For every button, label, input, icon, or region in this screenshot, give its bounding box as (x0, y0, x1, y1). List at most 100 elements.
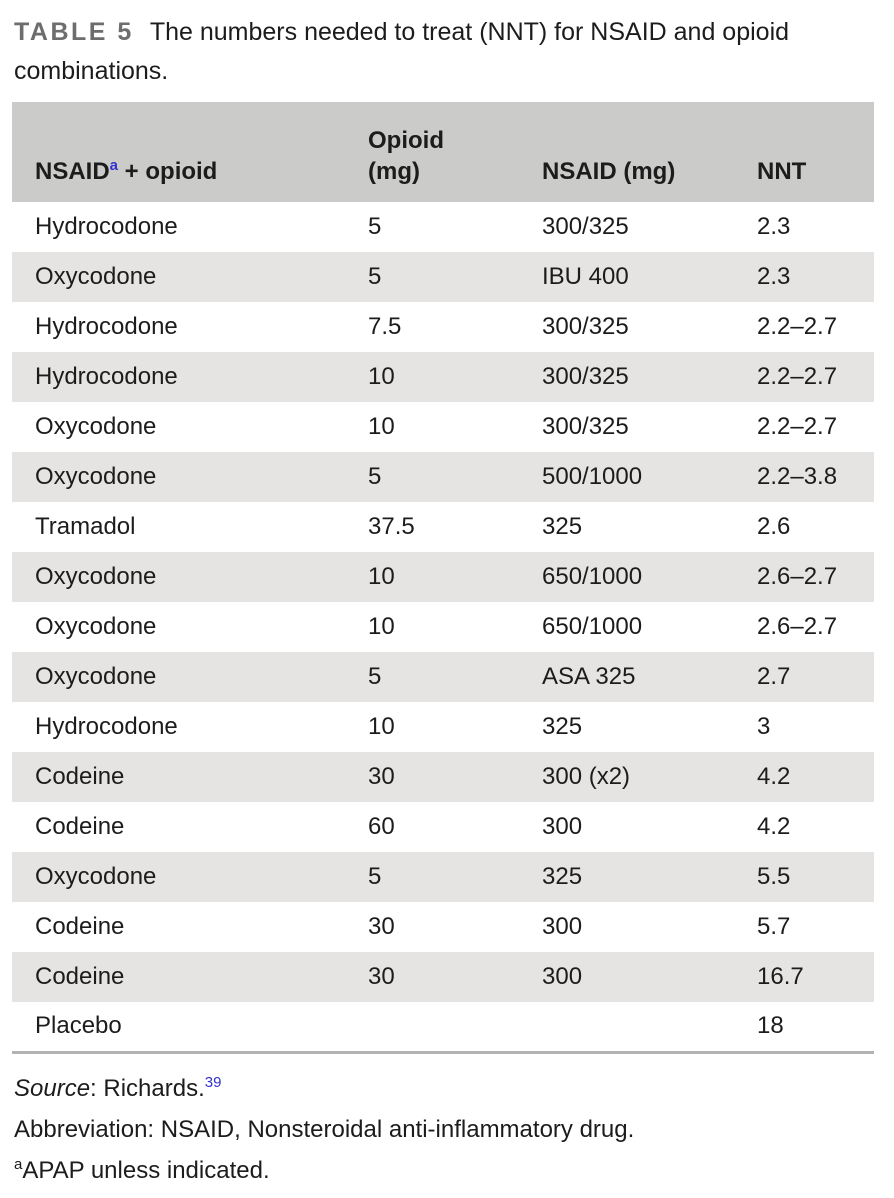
cell-drug: Tramadol (35, 513, 136, 540)
table-row: Oxycodone 5 IBU 400 2.3 (12, 252, 874, 302)
apap-footnote-marker: a (14, 1155, 23, 1173)
cell-nsaid-mg: 300/325 (542, 213, 629, 240)
cell-opioid-mg: 10 (368, 713, 395, 740)
header-row: NSAIDa + opioid Opioid (mg) NSAID (mg) NN… (12, 102, 874, 202)
cell-nsaid-mg: 300 (542, 913, 583, 940)
table-row: Codeine 60 300 4.2 (12, 802, 874, 852)
cell-opioid-mg: 10 (368, 413, 395, 440)
cell-nsaid-mg: 325 (542, 863, 583, 890)
table-row: Codeine 30 300 (x2) 4.2 (12, 752, 874, 802)
table-row: Oxycodone 10 650/1000 2.6–2.7 (12, 552, 874, 602)
cell-nnt: 2.6 (757, 513, 791, 540)
table-row: Codeine 30 300 16.7 (12, 952, 874, 1002)
cell-drug: Codeine (35, 763, 125, 790)
cell-opioid-mg: 10 (368, 613, 395, 640)
table-title: The numbers needed to treat (NNT) for NS… (14, 18, 790, 85)
col-header-nsaid-mg: NSAID (mg) (542, 158, 676, 185)
citation-ref-39[interactable]: 39 (204, 1073, 222, 1091)
cell-drug: Oxycodone (35, 463, 157, 490)
cell-opioid-mg: 5 (368, 863, 382, 890)
table-row: Placebo 18 (12, 1002, 874, 1052)
table-row: Codeine 30 300 5.7 (12, 902, 874, 952)
cell-nnt: 16.7 (757, 963, 804, 990)
cell-nnt: 2.3 (757, 263, 791, 290)
table-row: Hydrocodone 10 300/325 2.2–2.7 (12, 352, 874, 402)
cell-nsaid-mg: ASA 325 (542, 663, 636, 690)
cell-opioid-mg: 30 (368, 913, 395, 940)
cell-nsaid-mg: 650/1000 (542, 563, 643, 590)
cell-nnt: 4.2 (757, 813, 791, 840)
table-caption: TABLE 5 The numbers needed to treat (NNT)… (12, 13, 857, 91)
cell-nsaid-mg: 300/325 (542, 413, 629, 440)
cell-nsaid-mg: 325 (542, 713, 583, 740)
cell-nsaid-mg (519, 1002, 734, 1052)
cell-nsaid-mg: 500/1000 (542, 463, 643, 490)
cell-nsaid-mg: 325 (542, 513, 583, 540)
col-header-opioid-text: + opioid (118, 158, 218, 185)
table-row: Hydrocodone 5 300/325 2.3 (12, 202, 874, 252)
cell-nsaid-mg: 300 (542, 813, 583, 840)
cell-drug: Codeine (35, 813, 125, 840)
table-row: Oxycodone 5 ASA 325 2.7 (12, 652, 874, 702)
cell-nnt: 2.2–2.7 (757, 413, 838, 440)
cell-nnt: 2.7 (757, 663, 791, 690)
cell-nnt: 5.5 (757, 863, 791, 890)
cell-nsaid-mg: 300 (542, 963, 583, 990)
cell-opioid-mg: 30 (368, 763, 395, 790)
table-footnotes: Source: Richards.39 Abbreviation: NSAID,… (12, 1068, 874, 1191)
apap-footnote: aAPAP unless indicated. (14, 1150, 874, 1191)
cell-drug: Hydrocodone (35, 363, 178, 390)
cell-drug: Oxycodone (35, 663, 157, 690)
cell-nsaid-mg: 300 (x2) (542, 763, 631, 790)
source-note: Source: Richards.39 (14, 1068, 874, 1109)
source-text: : Richards. (90, 1074, 205, 1102)
table-label: TABLE 5 (14, 18, 134, 46)
cell-drug: Oxycodone (35, 563, 157, 590)
col-header-opioid-mg: Opioid (mg) (368, 127, 444, 185)
cell-nnt: 2.2–2.7 (757, 363, 838, 390)
cell-nnt: 5.7 (757, 913, 791, 940)
nnt-table: NSAIDa + opioid Opioid (mg) NSAID (mg) NN… (12, 102, 874, 1054)
cell-drug: Oxycodone (35, 863, 157, 890)
table-row: Oxycodone 5 500/1000 2.2–3.8 (12, 452, 874, 502)
cell-opioid-mg: 5 (368, 263, 382, 290)
cell-opioid-mg: 60 (368, 813, 395, 840)
table-row: Hydrocodone 7.5 300/325 2.2–2.7 (12, 302, 874, 352)
cell-nnt: 2.6–2.7 (757, 563, 838, 590)
cell-opioid-mg: 5 (368, 213, 382, 240)
cell-drug: Codeine (35, 913, 125, 940)
cell-nnt: 3 (757, 713, 771, 740)
cell-opioid-mg: 10 (368, 363, 395, 390)
cell-nnt: 18 (757, 1012, 784, 1040)
col-header-nnt: NNT (757, 158, 807, 185)
col-header-nsaid-opioid: NSAIDa + opioid (12, 102, 345, 202)
cell-opioid-mg: 10 (368, 563, 395, 590)
cell-opioid-mg (345, 1002, 519, 1052)
cell-nnt: 2.3 (757, 213, 791, 240)
cell-opioid-mg: 5 (368, 463, 382, 490)
cell-nsaid-mg: 300/325 (542, 363, 629, 390)
cell-opioid-mg: 30 (368, 963, 395, 990)
cell-nnt: 2.6–2.7 (757, 613, 838, 640)
table-row: Oxycodone 10 650/1000 2.6–2.7 (12, 602, 874, 652)
cell-nsaid-mg: IBU 400 (542, 263, 629, 290)
cell-drug: Oxycodone (35, 263, 157, 290)
cell-nsaid-mg: 650/1000 (542, 613, 643, 640)
cell-opioid-mg: 7.5 (368, 313, 402, 340)
cell-drug: Hydrocodone (35, 213, 178, 240)
col-header-nsaid-text: NSAID (35, 158, 110, 185)
cell-drug: Hydrocodone (35, 713, 178, 740)
table-row: Tramadol 37.5 325 2.6 (12, 502, 874, 552)
table-body: Hydrocodone 5 300/325 2.3 Oxycodone 5 IB… (12, 202, 874, 1052)
header-footnote-marker-a[interactable]: a (109, 157, 119, 174)
cell-drug: Oxycodone (35, 613, 157, 640)
cell-nsaid-mg: 300/325 (542, 313, 629, 340)
cell-drug: Codeine (35, 963, 125, 990)
abbreviation-note: Abbreviation: NSAID, Nonsteroidal anti-i… (14, 1115, 635, 1143)
cell-nnt: 2.2–2.7 (757, 313, 838, 340)
cell-drug: Oxycodone (35, 413, 157, 440)
table-row: Oxycodone 10 300/325 2.2–2.7 (12, 402, 874, 452)
cell-drug: Placebo (35, 1012, 122, 1040)
table-row: Oxycodone 5 325 5.5 (12, 852, 874, 902)
